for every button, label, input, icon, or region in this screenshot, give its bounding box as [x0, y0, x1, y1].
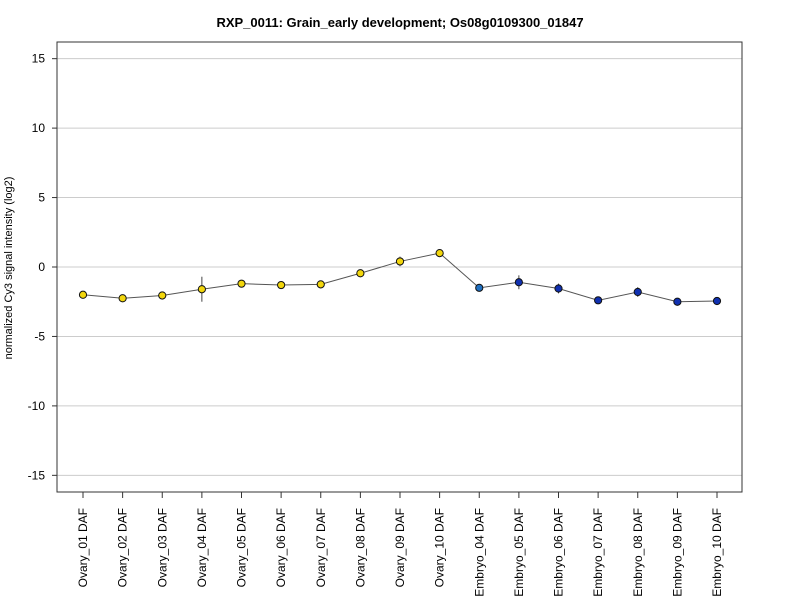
data-point — [633, 287, 642, 297]
x-axis-ticks: Ovary_01 DAF Ovary_02 DAF Ovary_03 DAF Ovar… — [76, 492, 724, 597]
y-tick-label: 10 — [32, 121, 46, 135]
y-axis-label: normalized Cy3 signal intensity (log2) — [3, 177, 15, 360]
data-point — [118, 294, 127, 303]
data-point — [78, 290, 88, 299]
y-tick-label: 5 — [38, 191, 45, 205]
data-point — [356, 269, 365, 278]
x-tick-label: Ovary_01 DAF — [76, 508, 90, 587]
x-tick-label: Ovary_07 DAF — [314, 508, 328, 587]
data-point — [158, 291, 167, 300]
x-tick-label: Embryo_06 DAF — [552, 508, 566, 597]
x-tick-label: Embryo_05 DAF — [512, 508, 526, 597]
y-tick-label: 15 — [32, 52, 46, 66]
data-point — [237, 279, 246, 288]
data-point — [514, 278, 523, 287]
data-point — [554, 284, 563, 293]
y-tick-label: -10 — [28, 399, 46, 413]
x-tick-label: Ovary_06 DAF — [274, 508, 288, 587]
x-tick-label: Ovary_10 DAF — [433, 508, 447, 587]
grid-lines — [57, 58, 742, 476]
y-tick-label: 0 — [38, 260, 45, 274]
data-point — [316, 280, 325, 289]
x-tick-label: Ovary_08 DAF — [353, 508, 367, 587]
data-point — [197, 285, 206, 294]
x-tick-label: Embryo_09 DAF — [670, 508, 684, 597]
data-point — [277, 280, 286, 290]
x-tick-label: Ovary_04 DAF — [195, 508, 209, 587]
x-tick-label: Ovary_05 DAF — [235, 508, 249, 587]
data-point — [673, 297, 682, 306]
data-point — [594, 296, 603, 305]
y-axis-ticks: 15 10 5 0 -5 -10 -15 — [28, 52, 57, 482]
data-point — [475, 283, 484, 292]
x-tick-label: Ovary_03 DAF — [155, 508, 169, 587]
data-point — [395, 257, 405, 266]
x-tick-label: Embryo_10 DAF — [710, 508, 724, 597]
x-tick-label: Ovary_02 DAF — [116, 508, 130, 587]
data-point — [435, 249, 444, 258]
y-tick-label: -15 — [28, 468, 46, 482]
x-tick-label: Ovary_09 DAF — [393, 508, 407, 587]
x-tick-label: Embryo_04 DAF — [472, 508, 486, 597]
x-tick-label: Embryo_08 DAF — [631, 508, 645, 597]
x-tick-label: Embryo_07 DAF — [591, 508, 605, 597]
data-point — [712, 296, 722, 306]
data-points — [78, 249, 722, 306]
y-tick-label: -5 — [34, 329, 45, 343]
chart-title: RXP_0011: Grain_early development; Os08g… — [216, 15, 583, 30]
